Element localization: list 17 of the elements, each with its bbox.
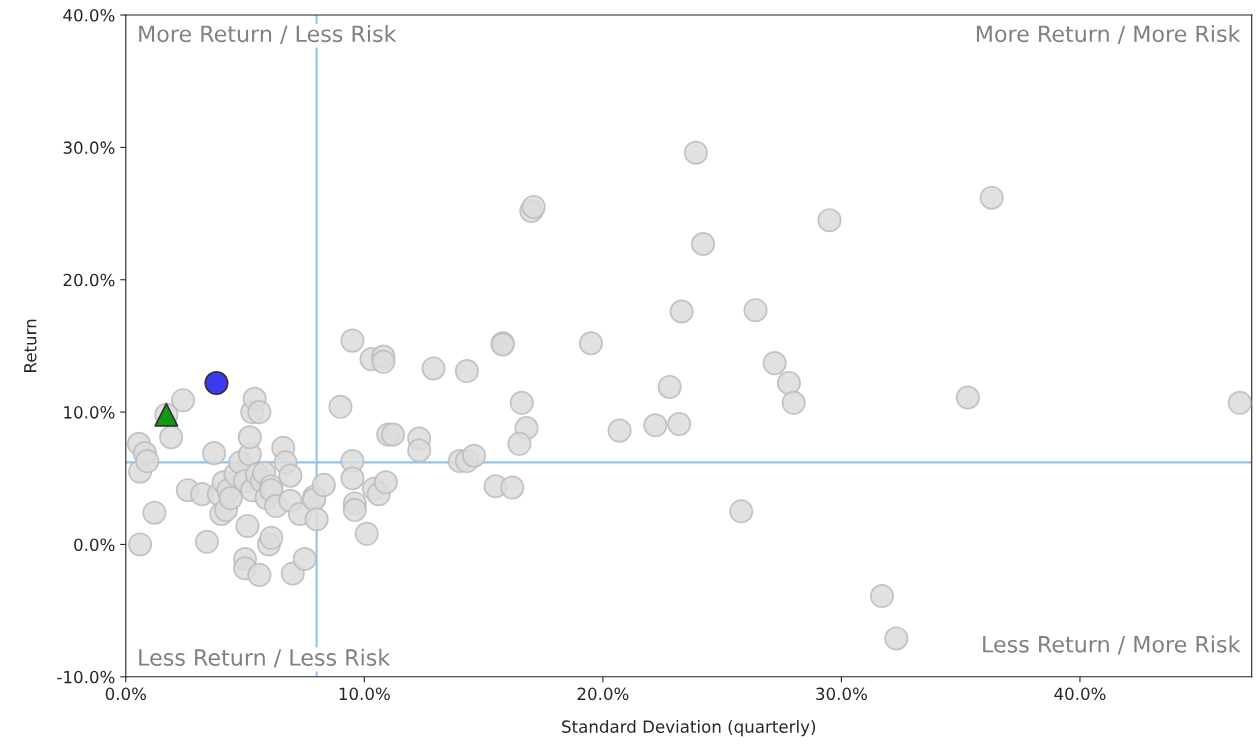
y-tick-label: -10.0% [57, 670, 115, 684]
y-tick-label: 30.0% [63, 141, 115, 154]
annotation: Less Return / More Risk [983, 635, 1241, 655]
x-axis-title: Standard Deviation (quarterly) [562, 720, 816, 737]
x-tick-label: 30.0% [816, 687, 867, 701]
y-axis-title: Return [24, 319, 37, 372]
y-tick-label: 20.0% [63, 273, 115, 287]
y-tick-label: 0.0% [74, 538, 115, 552]
x-tick-label: 20.0% [577, 687, 629, 701]
y-tick-label: 40.0% [63, 9, 115, 22]
annotation: More Return / Less Risk [139, 24, 397, 44]
x-tick-label: 40.0% [1054, 687, 1106, 701]
x-tick-label: 0.0% [105, 687, 147, 701]
annotation: Less Return / Less Risk [139, 648, 391, 668]
x-tick-label: 10.0% [339, 687, 390, 701]
annotation: More Return / More Risk [976, 24, 1241, 44]
y-tick-label: 10.0% [64, 406, 115, 419]
